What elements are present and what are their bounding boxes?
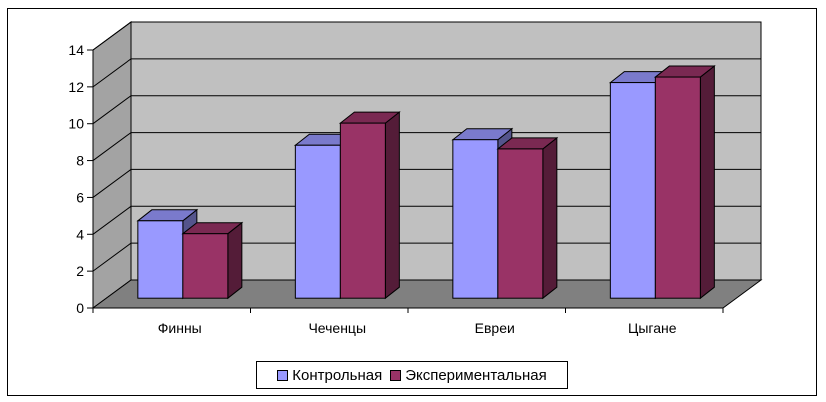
bar-front — [182, 233, 229, 299]
y-tick-label: 4 — [76, 226, 84, 242]
gridline — [92, 132, 761, 161]
y-tick-label: 12 — [68, 79, 84, 95]
gridline — [92, 58, 761, 88]
bar-front — [609, 82, 656, 299]
legend-label-control: Контрольная — [292, 366, 383, 384]
x-category-label: Чеченцы — [308, 320, 366, 336]
y-tick-label: 10 — [68, 116, 84, 132]
bar-front — [137, 220, 184, 299]
legend-swatch-experimental — [390, 369, 402, 381]
gridline — [92, 95, 761, 125]
bars — [136, 65, 716, 300]
bar-front — [294, 144, 341, 299]
legend-swatch-control — [277, 369, 289, 381]
bar-side — [384, 111, 400, 300]
gridline — [92, 21, 761, 51]
bar — [653, 65, 716, 300]
y-tick-label: 0 — [76, 300, 84, 316]
bar-front — [452, 139, 499, 299]
bar-side — [227, 221, 243, 300]
y-tick-label: 14 — [68, 42, 84, 58]
axis-labels: 0 2 4 6 8 10 12 14 Финны Чеченцы Евреи Цыгане — [68, 42, 676, 336]
y-tick-label: 8 — [76, 153, 84, 169]
bar-front — [654, 76, 701, 299]
legend: Контрольная Экспериментальная — [256, 361, 568, 389]
chart-wall — [91, 21, 763, 309]
y-tick-label: 6 — [76, 189, 84, 205]
legend-label-experimental: Экспериментальная — [405, 366, 547, 384]
bar-side — [542, 136, 558, 300]
legend-item-experimental: Экспериментальная — [390, 367, 547, 384]
bar — [181, 221, 244, 300]
x-category-label: Евреи — [475, 320, 515, 336]
x-category-label: Финны — [158, 320, 202, 336]
y-tick-label: 2 — [76, 263, 84, 279]
bar — [338, 111, 401, 300]
legend-item-control: Контрольная — [277, 367, 382, 384]
x-category-label: Цыгане — [628, 320, 677, 336]
axes — [87, 49, 724, 313]
bar-front — [497, 148, 544, 299]
bar-side — [699, 65, 715, 300]
bar — [496, 136, 559, 300]
bar-front — [339, 122, 386, 299]
side-wall — [92, 21, 132, 309]
